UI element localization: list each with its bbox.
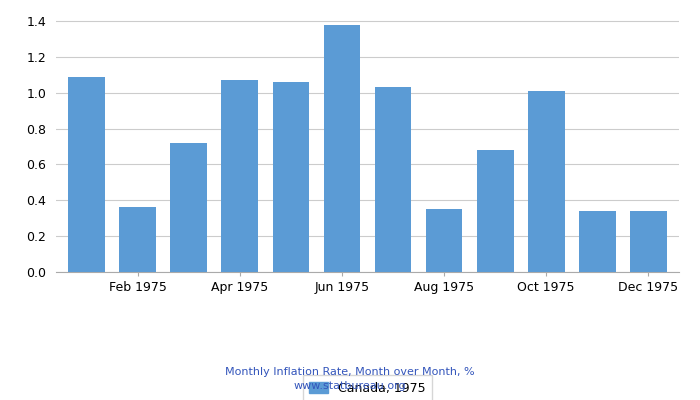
Bar — [69, 76, 105, 272]
Bar — [630, 211, 666, 272]
Bar — [374, 87, 412, 272]
Bar — [170, 143, 207, 272]
Bar — [477, 150, 514, 272]
Bar — [426, 209, 463, 272]
Bar — [272, 82, 309, 272]
Bar — [528, 91, 565, 272]
Text: Monthly Inflation Rate, Month over Month, %: Monthly Inflation Rate, Month over Month… — [225, 367, 475, 377]
Bar — [323, 24, 360, 272]
Bar — [119, 208, 156, 272]
Bar — [579, 211, 616, 272]
Bar — [221, 80, 258, 272]
Text: www.statbureau.org: www.statbureau.org — [294, 381, 406, 391]
Legend: Canada, 1975: Canada, 1975 — [303, 376, 432, 400]
